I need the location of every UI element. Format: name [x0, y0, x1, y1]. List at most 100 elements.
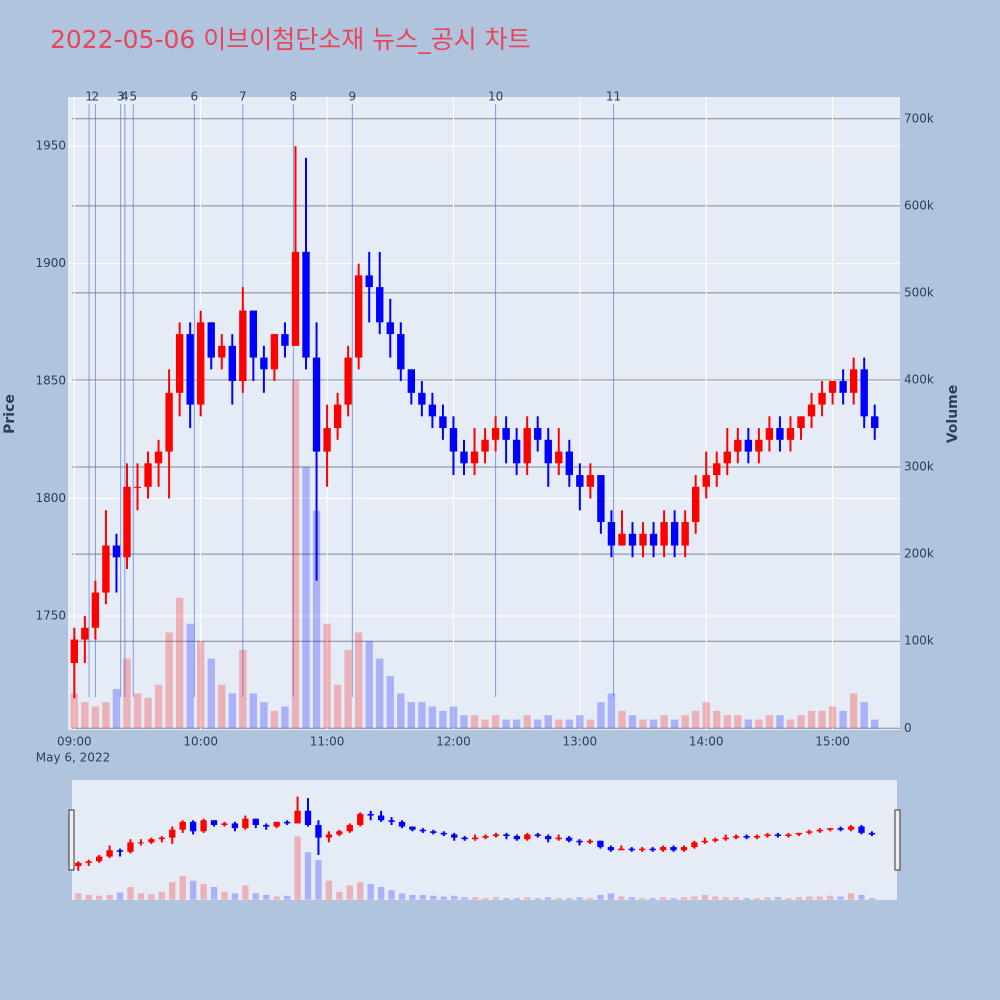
candle-body — [418, 392, 426, 405]
volume-bar — [377, 887, 385, 900]
volume-bar — [133, 693, 142, 729]
volume-bar — [461, 897, 468, 900]
candle-body — [197, 322, 205, 405]
candle-body — [513, 836, 521, 840]
volume-bar — [502, 719, 510, 729]
candle-body — [764, 834, 771, 837]
volume-bar — [871, 719, 879, 729]
candle-body — [534, 834, 541, 837]
candle-body — [723, 451, 731, 464]
candle-body — [702, 475, 710, 487]
news-label: 3 — [117, 90, 125, 104]
candle-body — [628, 533, 637, 546]
range-handle[interactable] — [894, 809, 901, 871]
volume-bar — [524, 897, 531, 900]
candle-body — [544, 439, 552, 464]
volume-bar — [228, 693, 236, 729]
candle-body — [112, 545, 121, 558]
candle-body — [312, 357, 321, 452]
volume-bar — [388, 890, 395, 900]
volume-bar — [102, 702, 110, 729]
x-tick-label: 15:00 — [815, 735, 850, 749]
candle-body — [565, 451, 573, 476]
volume-bar — [565, 719, 573, 729]
volume-bar — [576, 715, 584, 729]
candle-body — [91, 592, 100, 628]
candle-body — [586, 475, 595, 487]
candle-body — [106, 850, 113, 857]
volume-bar — [733, 897, 740, 900]
candle-body — [828, 381, 837, 393]
candle-body — [169, 829, 176, 838]
candle-body — [365, 275, 373, 288]
plot-area — [68, 97, 900, 730]
candle-body — [565, 837, 573, 841]
volume-bar — [367, 883, 374, 900]
volume-bar — [723, 715, 731, 729]
candle-body — [744, 439, 753, 452]
volume-bar — [231, 893, 239, 900]
candle-body — [482, 836, 489, 838]
y-tick-label: 1900 — [35, 256, 66, 270]
candle-body — [545, 836, 552, 840]
candle-body — [179, 821, 186, 830]
volume-bar — [281, 706, 289, 729]
candle-body — [776, 428, 784, 440]
volume-bar — [95, 895, 103, 900]
candle-body — [430, 831, 437, 833]
candle-body — [231, 823, 239, 829]
volume-bar — [75, 893, 82, 900]
candle-body — [733, 836, 740, 838]
volume-bar — [860, 702, 868, 729]
volume-bar — [430, 895, 437, 900]
candle-body — [323, 428, 331, 452]
volume-bar — [576, 897, 583, 900]
candle-body — [786, 428, 795, 440]
candle-body — [175, 334, 184, 393]
candle-body — [228, 345, 236, 382]
news-label: 10 — [488, 90, 503, 104]
volume-bar — [365, 641, 373, 729]
candle-body — [200, 820, 207, 832]
volume-bar — [712, 896, 719, 900]
range-handle[interactable] — [68, 809, 75, 871]
volume-bar — [357, 882, 364, 900]
candle-body — [137, 842, 145, 844]
candle-body — [148, 839, 155, 843]
candle-body — [765, 428, 774, 440]
volume-bar — [639, 719, 647, 729]
volume-bar — [333, 684, 342, 729]
range-slider[interactable] — [72, 780, 897, 900]
candle-body — [734, 439, 742, 452]
candle-body — [102, 545, 110, 593]
volume-bar — [828, 706, 837, 729]
volume-bar — [407, 702, 416, 729]
candle-body — [419, 829, 427, 832]
volume-bar — [597, 894, 604, 900]
candle-body — [555, 451, 563, 464]
volume-bar — [839, 710, 847, 729]
volume-bar — [827, 895, 834, 900]
volume-bar — [545, 897, 552, 900]
candle-body — [186, 334, 194, 405]
volume-bar — [127, 887, 134, 900]
candle-body — [839, 381, 847, 393]
volume-bar — [137, 893, 145, 900]
candle-body — [281, 334, 289, 346]
volume-bar — [503, 898, 510, 900]
volume-bar — [197, 641, 205, 729]
volume-bar — [691, 896, 698, 900]
volume-bar — [154, 684, 163, 729]
candle-body — [743, 836, 750, 838]
volume-bar — [649, 898, 656, 900]
candle-body — [774, 834, 782, 837]
volume-bar — [660, 715, 668, 729]
candle-body — [818, 392, 826, 405]
candle-body — [294, 810, 301, 824]
volume-bar — [273, 896, 280, 900]
candle-body — [534, 428, 542, 440]
candle-body — [471, 837, 479, 840]
volume-bar — [755, 719, 763, 729]
volume-bar — [270, 710, 279, 729]
x-tick-label: 11:00 — [310, 735, 345, 749]
